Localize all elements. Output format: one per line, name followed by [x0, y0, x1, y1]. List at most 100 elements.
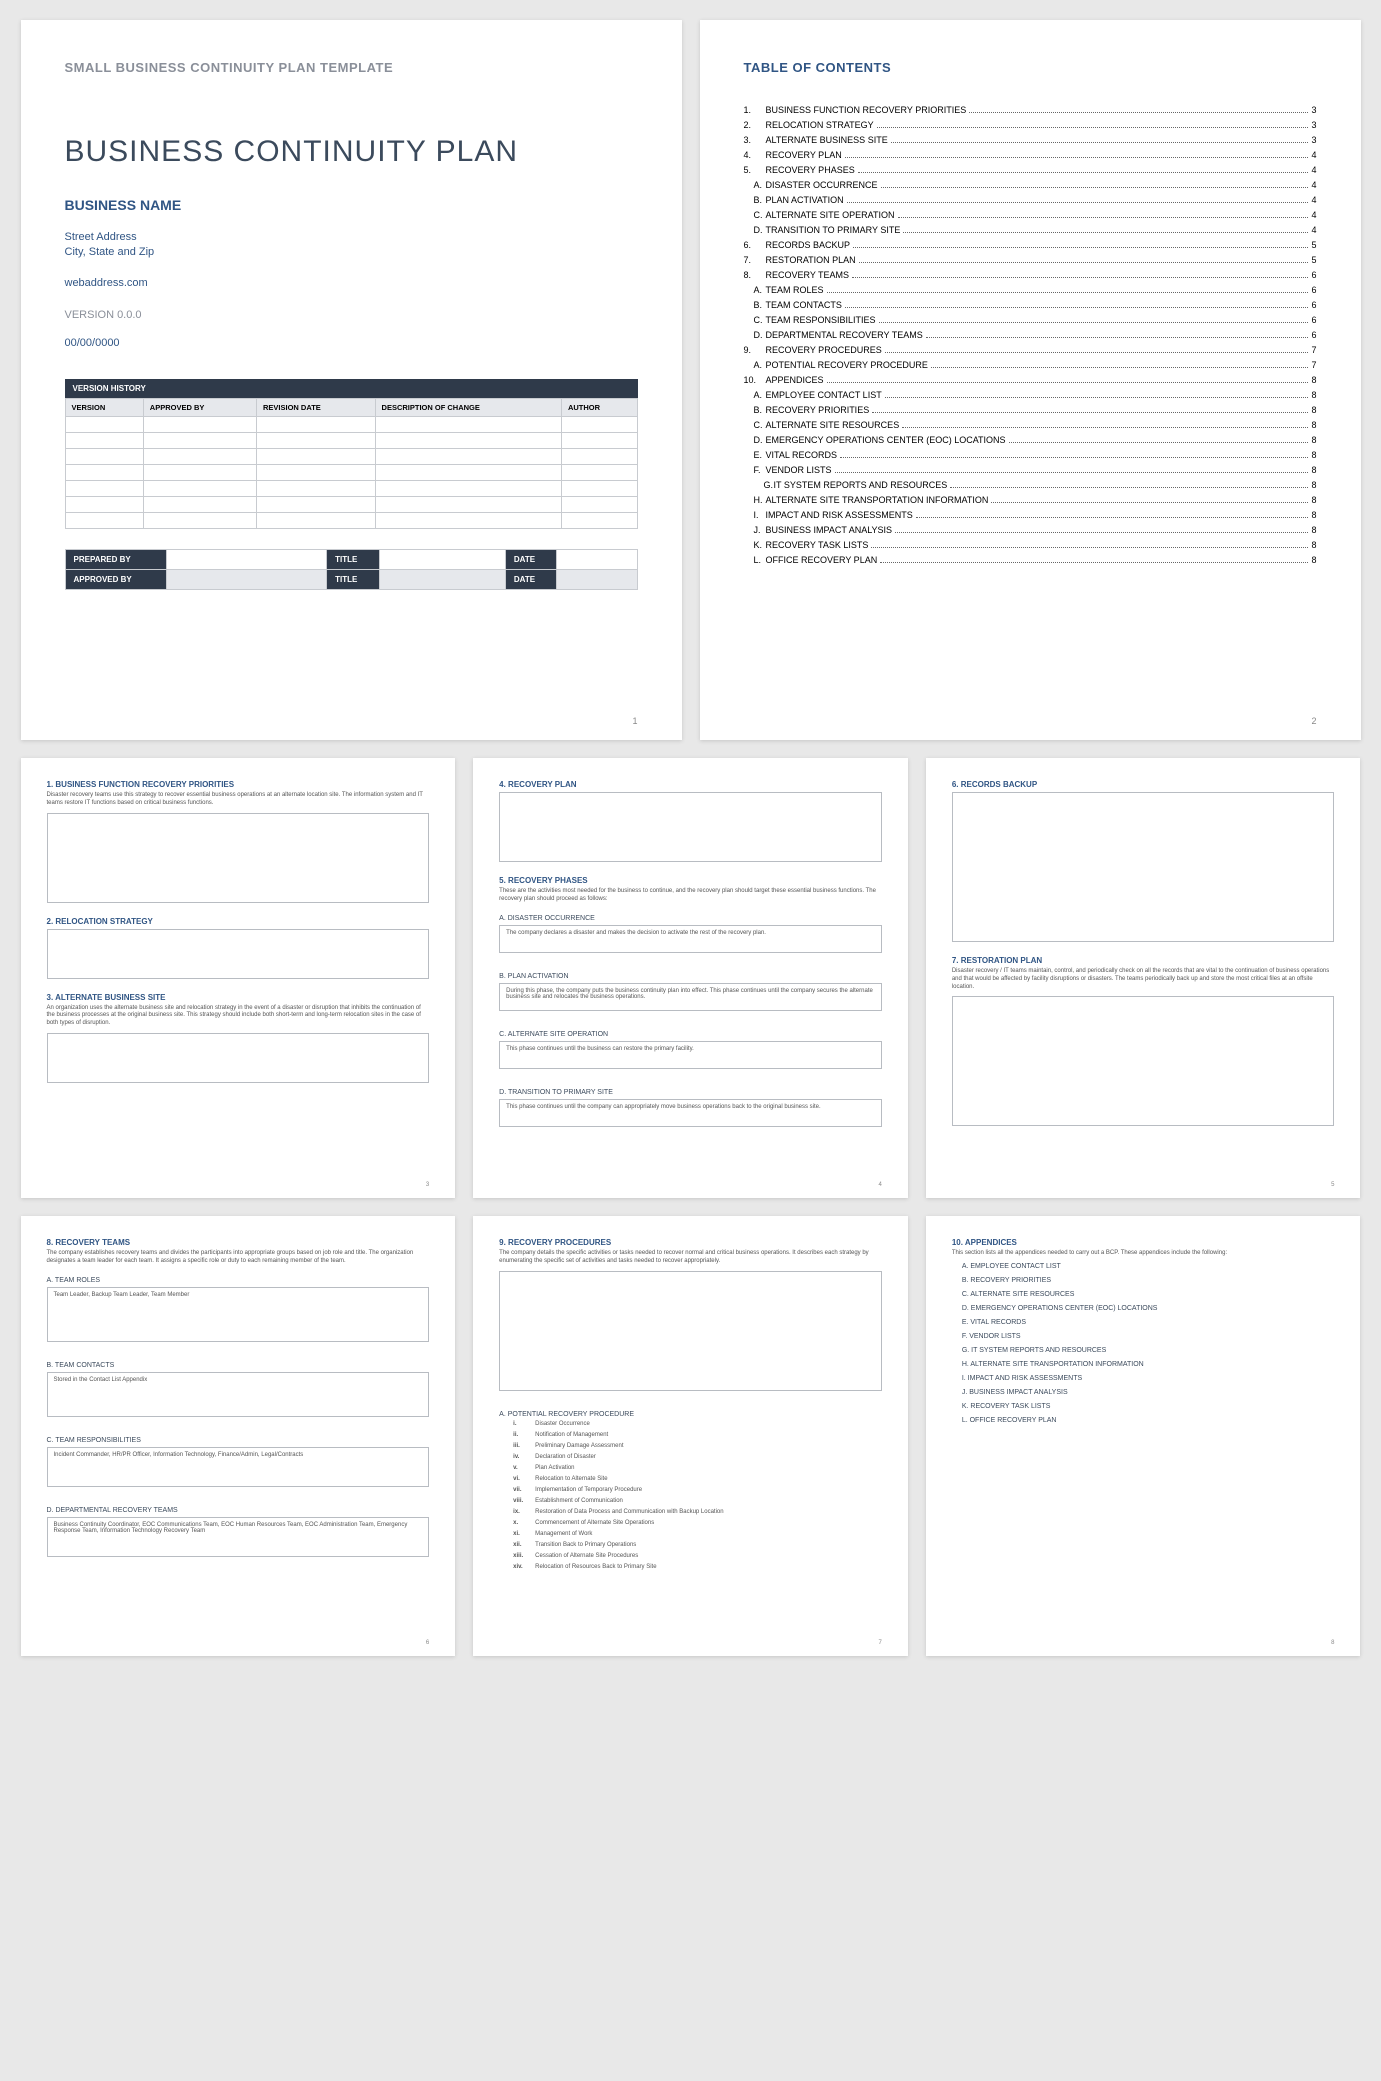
version-history-col: REVISION DATE — [257, 399, 376, 417]
section-7-heading: 7. RESTORATION PLAN — [952, 956, 1335, 965]
procedure-step: ii.Notification of Management — [499, 1432, 882, 1438]
procedure-step-text: Relocation to Alternate Site — [535, 1476, 607, 1482]
procedure-step-number: vii. — [513, 1487, 535, 1493]
procedure-step-number: ix. — [513, 1509, 535, 1515]
toc-item: 3.ALTERNATE BUSINESS SITE3 — [744, 135, 1317, 145]
toc-item-text: BUSINESS IMPACT ANALYSIS — [766, 525, 893, 535]
procedure-step-number: xi. — [513, 1531, 535, 1537]
toc-item-number: C. — [744, 420, 766, 430]
version-history-row — [65, 465, 637, 481]
toc-item-leader — [895, 532, 1308, 533]
section-9-box — [499, 1271, 882, 1391]
page-number: 4 — [878, 1182, 881, 1188]
toc-item-leader — [969, 112, 1308, 113]
toc-item: F.VENDOR LISTS8 — [744, 465, 1317, 475]
toc-item-number: 2. — [744, 120, 766, 130]
page-number: 2 — [1311, 716, 1316, 726]
procedure-step-number: vi. — [513, 1476, 535, 1482]
page-3: 1. BUSINESS FUNCTION RECOVERY PRIORITIES… — [21, 758, 456, 1198]
toc-item: D.DEPARTMENTAL RECOVERY TEAMS6 — [744, 330, 1317, 340]
toc-item-number: D. — [744, 435, 766, 445]
web-address: webaddress.com — [65, 277, 638, 289]
toc-item-leader — [885, 352, 1309, 353]
toc-item-text: APPENDICES — [766, 375, 824, 385]
appendix-item: E. VITAL RECORDS — [952, 1319, 1335, 1326]
toc-item: A.EMPLOYEE CONTACT LIST8 — [744, 390, 1317, 400]
toc-item-leader — [853, 247, 1308, 248]
toc-item: A.TEAM ROLES6 — [744, 285, 1317, 295]
template-label: SMALL BUSINESS CONTINUITY PLAN TEMPLATE — [65, 60, 638, 75]
toc-item-page: 5 — [1311, 240, 1316, 250]
toc-item-number: I. — [744, 510, 766, 520]
toc-item: E.VITAL RECORDS8 — [744, 450, 1317, 460]
phase-c-box: This phase continues until the business … — [499, 1041, 882, 1069]
section-3-heading: 3. ALTERNATE BUSINESS SITE — [47, 993, 430, 1002]
version-history-row — [65, 449, 637, 465]
version-history-cell — [257, 417, 376, 433]
page-5: 6. RECORDS BACKUP 7. RESTORATION PLAN Di… — [926, 758, 1361, 1198]
appendix-item: G. IT SYSTEM REPORTS AND RESOURCES — [952, 1347, 1335, 1354]
toc-item-text: VITAL RECORDS — [766, 450, 838, 460]
business-name: BUSINESS NAME — [65, 197, 638, 213]
page-number: 7 — [878, 1640, 881, 1646]
version-history-row — [65, 513, 637, 529]
procedure-step-number: viii. — [513, 1498, 535, 1504]
toc-item-leader — [898, 217, 1309, 218]
toc-item-text: POTENTIAL RECOVERY PROCEDURE — [766, 360, 928, 370]
team-roles-heading: A. TEAM ROLES — [47, 1277, 430, 1284]
toc-item-leader — [931, 367, 1309, 368]
team-contacts-heading: B. TEAM CONTACTS — [47, 1362, 430, 1369]
approved-by-label: APPROVED BY — [65, 570, 167, 590]
toc-item-number: H. — [744, 495, 766, 505]
toc-item-text: RESTORATION PLAN — [766, 255, 856, 265]
phase-d-box: This phase continues until the company c… — [499, 1099, 882, 1127]
toc-item-number: 10. — [744, 375, 766, 385]
version-history-cell — [375, 481, 561, 497]
version-history-cell — [65, 449, 143, 465]
toc-item-page: 3 — [1311, 120, 1316, 130]
version-history-cell — [143, 417, 256, 433]
phase-d-heading: D. TRANSITION TO PRIMARY SITE — [499, 1089, 882, 1096]
procedure-step-text: Plan Activation — [535, 1465, 574, 1471]
toc-item-leader — [859, 262, 1309, 263]
version-history-cell — [561, 513, 637, 529]
page-2-toc: TABLE OF CONTENTS 1.BUSINESS FUNCTION RE… — [700, 20, 1361, 740]
toc-item-leader — [877, 127, 1309, 128]
toc-item: K.RECOVERY TASK LISTS8 — [744, 540, 1317, 550]
toc-list: 1.BUSINESS FUNCTION RECOVERY PRIORITIES3… — [744, 105, 1317, 570]
toc-item-leader — [926, 337, 1309, 338]
page-4: 4. RECOVERY PLAN 5. RECOVERY PHASES Thes… — [473, 758, 908, 1198]
toc-item-number: G. — [744, 480, 774, 490]
section-7-desc: Disaster recovery / IT teams maintain, c… — [952, 968, 1335, 991]
toc-item: 6.RECORDS BACKUP5 — [744, 240, 1317, 250]
toc-item-page: 4 — [1311, 195, 1316, 205]
title-label-1: TITLE — [327, 550, 380, 570]
toc-item-number: B. — [744, 300, 766, 310]
page-number: 5 — [1331, 1182, 1334, 1188]
toc-item-number: 5. — [744, 165, 766, 175]
procedure-step-text: Restoration of Data Process and Communic… — [535, 1509, 723, 1515]
toc-item: G.IT SYSTEM REPORTS AND RESOURCES8 — [744, 480, 1317, 490]
toc-item-page: 4 — [1311, 165, 1316, 175]
toc-item-text: TEAM ROLES — [766, 285, 824, 295]
toc-item: B.TEAM CONTACTS6 — [744, 300, 1317, 310]
version-history-col: DESCRIPTION OF CHANGE — [375, 399, 561, 417]
toc-item-text: BUSINESS FUNCTION RECOVERY PRIORITIES — [766, 105, 967, 115]
toc-item-page: 5 — [1311, 255, 1316, 265]
version-history-cell — [375, 433, 561, 449]
dept-teams-box: Business Continuity Coordinator, EOC Com… — [47, 1517, 430, 1557]
toc-item-page: 7 — [1311, 360, 1316, 370]
page-1: SMALL BUSINESS CONTINUITY PLAN TEMPLATE … — [21, 20, 682, 740]
toc-item-number: D. — [744, 225, 766, 235]
version-history-cell — [143, 513, 256, 529]
procedure-step-text: Disaster Occurrence — [535, 1421, 590, 1427]
procedure-step: vii.Implementation of Temporary Procedur… — [499, 1487, 882, 1493]
toc-item-number: 3. — [744, 135, 766, 145]
toc-item: 7.RESTORATION PLAN5 — [744, 255, 1317, 265]
toc-item-text: EMPLOYEE CONTACT LIST — [766, 390, 882, 400]
toc-item-number: D. — [744, 330, 766, 340]
version-history-cell — [561, 497, 637, 513]
appendices-list: A. EMPLOYEE CONTACT LISTB. RECOVERY PRIO… — [952, 1263, 1335, 1431]
version-history-cell — [561, 417, 637, 433]
version-history-cell — [561, 481, 637, 497]
